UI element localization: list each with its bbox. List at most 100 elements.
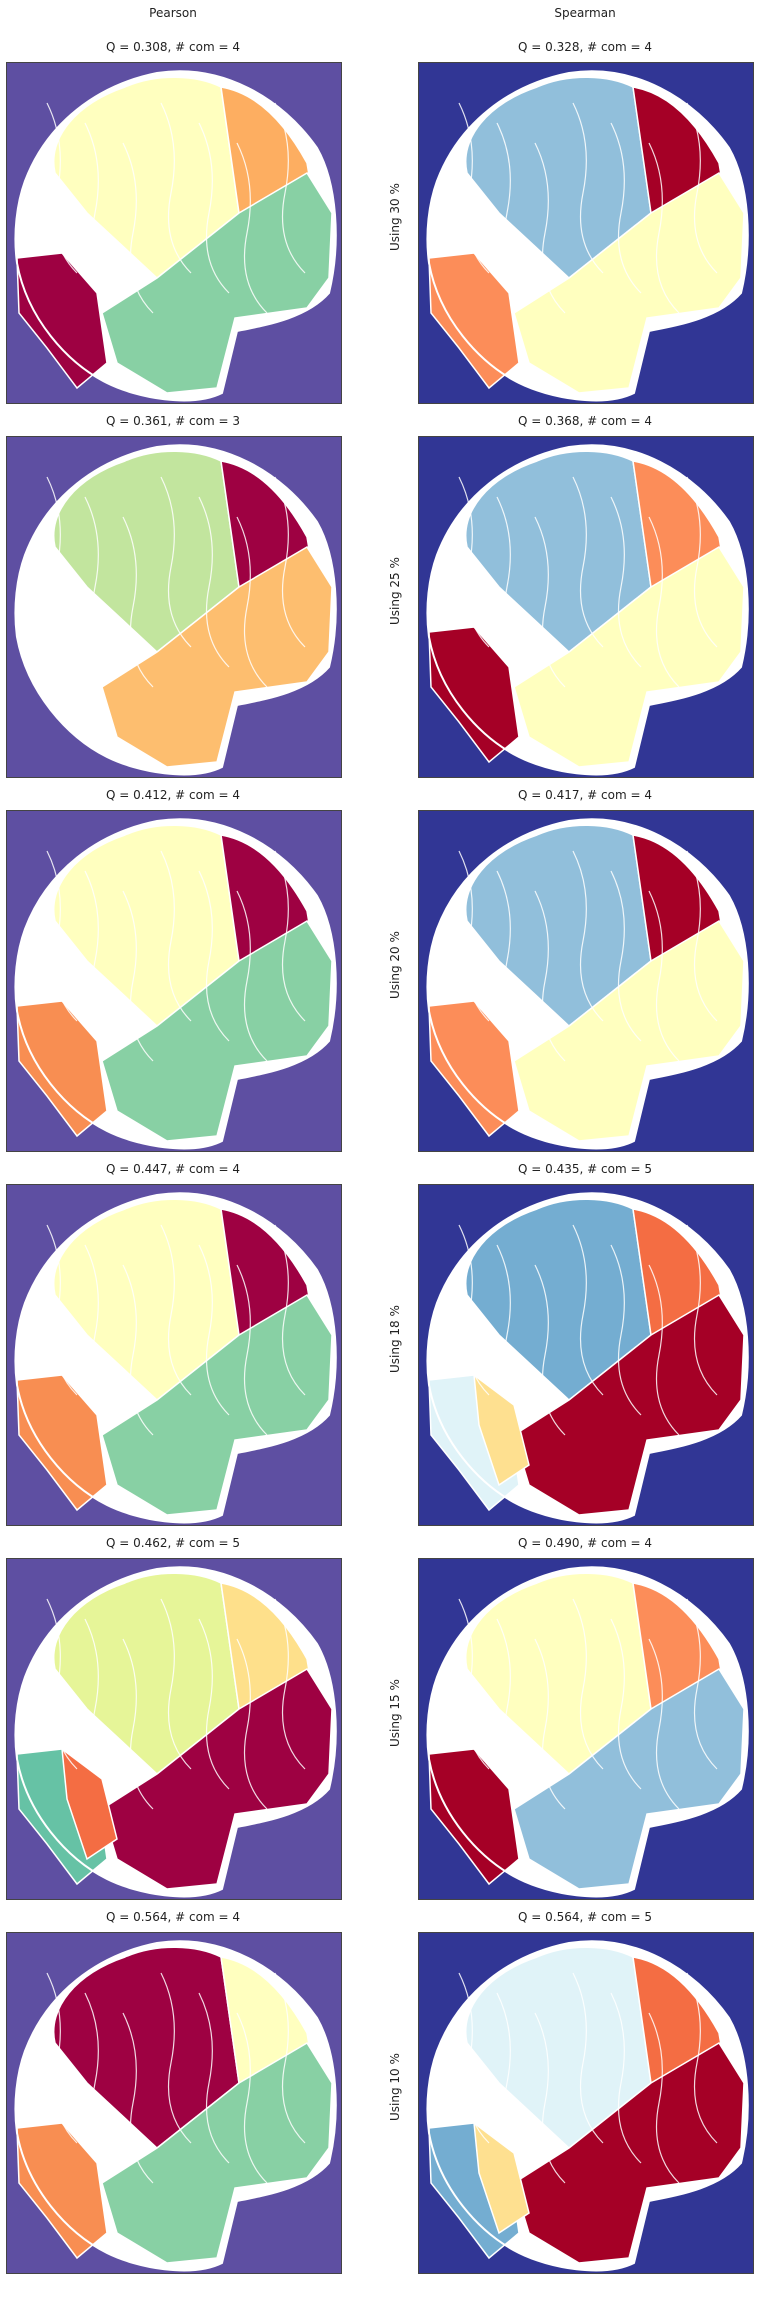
- row-label: Using 18 %: [388, 1305, 402, 1373]
- community-region: [101, 919, 333, 1142]
- parcel-boundary: [160, 850, 192, 1022]
- parcel-boundary: [160, 1972, 192, 2144]
- row-label: Using 25 %: [388, 557, 402, 625]
- parcel-boundary: [572, 476, 604, 648]
- parcel-boundary: [648, 2012, 680, 2184]
- column-title-spearman: Spearman: [554, 6, 616, 20]
- parcel-boundary: [84, 1618, 116, 1790]
- map-svg: [426, 1566, 749, 1898]
- map-svg: [426, 1940, 749, 2272]
- parcel-boundary: [84, 1992, 116, 2164]
- parcel-boundary: [84, 122, 116, 294]
- map-svg: [14, 818, 337, 1150]
- parcel-boundary: [160, 102, 192, 274]
- community-region: [465, 1198, 652, 1401]
- parcel-boundary: [236, 890, 268, 1062]
- community-region: [53, 76, 240, 279]
- panel-title: Q = 0.564, # com = 5: [518, 1910, 652, 1924]
- row-label: Using 15 %: [388, 1679, 402, 1747]
- community-region: [513, 545, 745, 768]
- map-svg: [426, 818, 749, 1150]
- parcel-boundary: [236, 516, 268, 688]
- parcel-boundary: [686, 1224, 718, 1396]
- parcel-boundary: [496, 1618, 528, 1790]
- map-svg: [14, 1192, 337, 1524]
- parcel-boundary: [198, 870, 230, 1042]
- panel-title: Q = 0.361, # com = 3: [106, 414, 240, 428]
- parcel-boundary: [496, 122, 528, 294]
- community-map: [6, 1932, 342, 2274]
- parcel-boundary: [648, 142, 680, 314]
- parcel-boundary: [496, 1244, 528, 1416]
- parcel-boundary: [534, 142, 566, 314]
- brain-edge: [426, 1566, 749, 1898]
- community-region: [513, 2041, 745, 2264]
- parcel-boundary: [572, 102, 604, 274]
- parcel-boundary: [160, 1224, 192, 1396]
- map-svg: [426, 1192, 749, 1524]
- community-region: [513, 171, 745, 394]
- community-region: [61, 1747, 118, 1861]
- parcel-boundary: [84, 1244, 116, 1416]
- community-region: [465, 76, 652, 279]
- parcel-boundary: [198, 122, 230, 294]
- parcel-boundary: [160, 1598, 192, 1770]
- parcel-boundary: [160, 476, 192, 648]
- brain-edge: [426, 818, 749, 1150]
- parcel-boundary: [236, 142, 268, 314]
- panel-title: Q = 0.447, # com = 4: [106, 1162, 240, 1176]
- parcel-boundary: [236, 1264, 268, 1436]
- parcel-boundary: [534, 1638, 566, 1810]
- parcel-boundary: [572, 1972, 604, 2144]
- brain-edge: [426, 70, 749, 402]
- community-region: [53, 1572, 240, 1775]
- parcel-boundary: [534, 2012, 566, 2184]
- row-label: Using 10 %: [388, 2053, 402, 2121]
- community-map: [6, 810, 342, 1152]
- parcel-boundary: [534, 1264, 566, 1436]
- map-svg: [14, 1566, 337, 1898]
- parcel-boundary: [648, 1638, 680, 1810]
- parcel-boundary: [496, 1992, 528, 2164]
- community-map: [6, 1558, 342, 1900]
- parcel-boundary: [610, 1992, 642, 2164]
- parcel-boundary: [648, 1264, 680, 1436]
- community-map: [418, 810, 754, 1152]
- parcel-boundary: [686, 102, 718, 274]
- parcel-boundary: [496, 496, 528, 668]
- community-region: [101, 1293, 333, 1516]
- parcel-boundary: [122, 2012, 154, 2184]
- brain-edge: [14, 1566, 337, 1898]
- brain-edge: [14, 1940, 337, 2272]
- panel-title: Q = 0.412, # com = 4: [106, 788, 240, 802]
- community-region: [513, 1667, 745, 1890]
- community-map: [418, 1558, 754, 1900]
- community-region: [473, 2121, 530, 2235]
- brain-edge: [426, 444, 749, 776]
- panel-title: Q = 0.490, # com = 4: [518, 1536, 652, 1550]
- panel-title: Q = 0.417, # com = 4: [518, 788, 652, 802]
- parcel-boundary: [198, 1244, 230, 1416]
- community-region: [101, 2041, 333, 2264]
- community-region: [101, 171, 333, 394]
- community-map: [6, 1184, 342, 1526]
- parcel-boundary: [496, 870, 528, 1042]
- community-region: [53, 824, 240, 1027]
- map-svg: [14, 70, 337, 402]
- parcel-boundary: [610, 1244, 642, 1416]
- parcel-boundary: [122, 890, 154, 1062]
- parcel-boundary: [84, 496, 116, 668]
- parcel-boundary: [236, 2012, 268, 2184]
- row-label: Using 30 %: [388, 183, 402, 251]
- panel-title: Q = 0.308, # com = 4: [106, 40, 240, 54]
- parcel-boundary: [122, 516, 154, 688]
- panel-title: Q = 0.564, # com = 4: [106, 1910, 240, 1924]
- parcel-boundary: [534, 890, 566, 1062]
- parcel-boundary: [610, 122, 642, 294]
- community-region: [53, 450, 240, 653]
- panel-title: Q = 0.462, # com = 5: [106, 1536, 240, 1550]
- parcel-boundary: [572, 1224, 604, 1396]
- parcel-boundary: [572, 1598, 604, 1770]
- community-map: [418, 1932, 754, 2274]
- parcel-boundary: [236, 1638, 268, 1810]
